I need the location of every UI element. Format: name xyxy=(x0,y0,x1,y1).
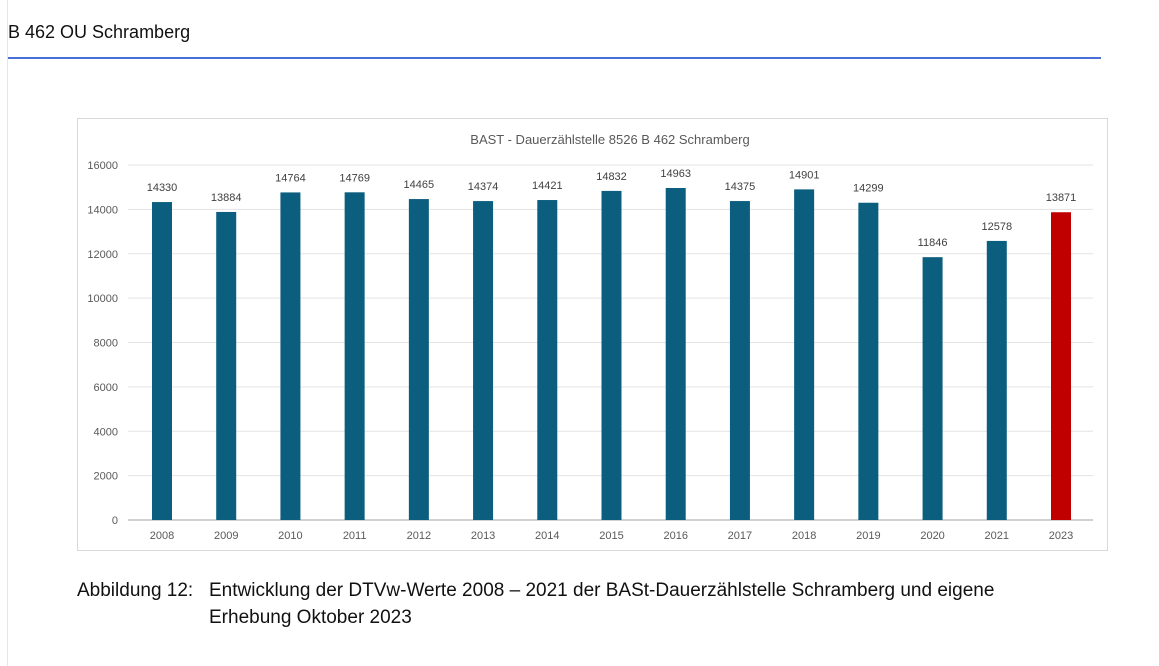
caption-label: Abbildung 12: xyxy=(77,580,194,601)
bar-2012 xyxy=(408,199,429,521)
y-tick-label: 10000 xyxy=(87,293,118,305)
bar-2019 xyxy=(858,202,879,520)
data-label-2012: 14465 xyxy=(404,179,435,191)
y-tick-label: 2000 xyxy=(94,471,118,483)
data-label-2023: 13871 xyxy=(1046,192,1077,204)
x-tick-label-2012: 2012 xyxy=(407,530,431,542)
x-tick-label-2017: 2017 xyxy=(728,530,752,542)
bar-2008 xyxy=(152,202,172,520)
y-tick-label: 6000 xyxy=(94,382,118,394)
data-label-2016: 14963 xyxy=(660,168,691,180)
bar-2017 xyxy=(729,201,750,520)
x-tick-label-2021: 2021 xyxy=(985,530,1009,542)
x-tick-label-2009: 2009 xyxy=(214,530,238,542)
data-label-2013: 14374 xyxy=(468,181,499,193)
x-tick-label-2011: 2011 xyxy=(343,530,367,542)
x-tick-label-2010: 2010 xyxy=(278,530,302,542)
data-label-2011: 14769 xyxy=(339,172,370,184)
data-label-2015: 14832 xyxy=(596,171,627,183)
data-label-2008: 14330 xyxy=(147,182,178,194)
caption-line-2: Erhebung Oktober 2023 xyxy=(209,607,412,628)
bar-2021 xyxy=(986,240,1007,520)
bar-2018 xyxy=(794,189,815,520)
data-label-2014: 14421 xyxy=(532,180,563,192)
header-rule xyxy=(8,57,1101,59)
y-tick-label: 14000 xyxy=(87,204,118,216)
bar-2013 xyxy=(473,201,494,520)
y-tick-label: 8000 xyxy=(94,338,118,350)
y-tick-label: 0 xyxy=(112,515,118,527)
y-tick-label: 4000 xyxy=(94,426,118,438)
x-tick-label-2015: 2015 xyxy=(599,530,623,542)
chart-frame xyxy=(77,118,1108,551)
data-label-2020: 11846 xyxy=(918,237,948,249)
data-label-2019: 14299 xyxy=(853,183,884,195)
y-tick-label: 16000 xyxy=(87,160,118,172)
x-tick-label-2020: 2020 xyxy=(920,530,944,542)
x-tick-label-2019: 2019 xyxy=(856,530,880,542)
x-tick-label-2013: 2013 xyxy=(471,530,495,542)
x-tick-label-2014: 2014 xyxy=(535,530,559,542)
x-tick-label-2023: 2023 xyxy=(1049,530,1073,542)
bar-2014 xyxy=(537,200,558,520)
bar-2015 xyxy=(601,190,622,521)
bar-2010 xyxy=(280,192,301,520)
y-tick-label: 12000 xyxy=(87,249,118,261)
page-header: B 462 OU Schramberg xyxy=(8,22,191,42)
bar-2023 xyxy=(1051,212,1071,520)
figure-caption: Abbildung 12: Entwicklung der DTVw-Werte … xyxy=(77,577,994,631)
data-label-2018: 14901 xyxy=(789,169,820,181)
chart-title: BAST - Dauerzählstelle 8526 B 462 Schram… xyxy=(470,132,749,147)
caption-line-1: Entwicklung der DTVw-Werte 2008 – 2021 d… xyxy=(209,580,995,601)
page-margin-line xyxy=(7,0,8,666)
bar-2011 xyxy=(344,192,365,520)
data-label-2009: 13884 xyxy=(211,192,242,204)
data-label-2021: 12578 xyxy=(981,221,1012,233)
x-tick-label-2008: 2008 xyxy=(150,530,174,542)
bar-2020 xyxy=(922,257,943,520)
bar-2009 xyxy=(216,211,237,521)
data-label-2010: 14764 xyxy=(275,172,306,184)
data-label-2017: 14375 xyxy=(725,181,756,193)
x-tick-label-2018: 2018 xyxy=(792,530,816,542)
bar-2016 xyxy=(665,188,686,521)
x-tick-label-2016: 2016 xyxy=(663,530,687,542)
